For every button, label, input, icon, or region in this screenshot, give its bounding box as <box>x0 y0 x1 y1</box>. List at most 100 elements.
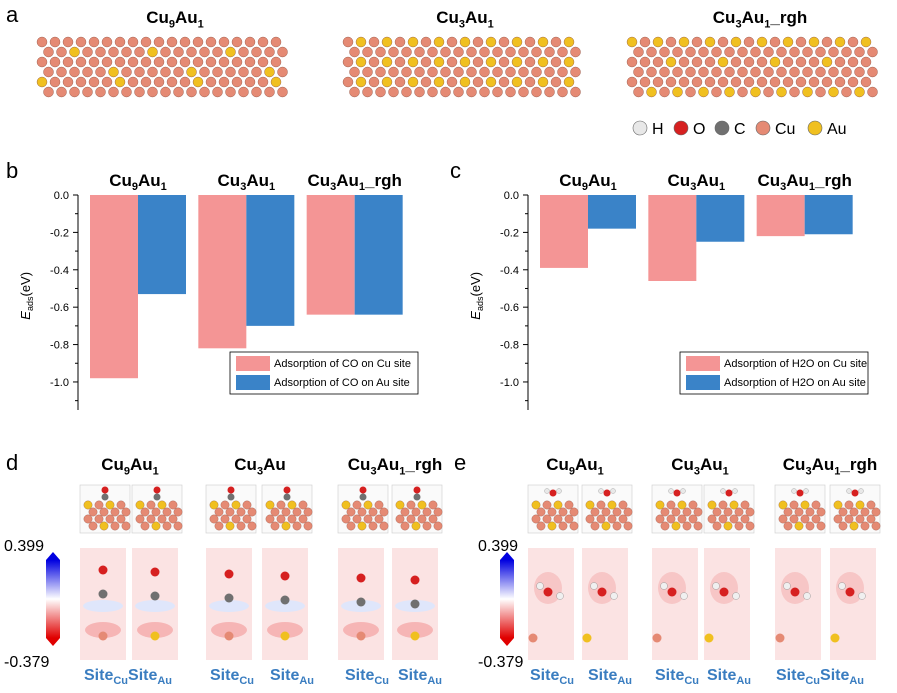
cu-atom <box>114 56 126 68</box>
cu-atom <box>43 66 54 78</box>
density-map <box>262 548 308 660</box>
panel-e-site-label-5: SiteCuSiteAu <box>776 667 865 688</box>
cu-atom <box>427 46 438 58</box>
legend-swatch <box>236 375 270 390</box>
au-atom <box>485 76 497 88</box>
cu-atom <box>847 36 859 48</box>
cu-atom <box>388 46 399 58</box>
cu-atom <box>349 86 360 98</box>
density-map <box>132 548 178 660</box>
mini-slab <box>581 484 633 534</box>
cu-atom <box>238 86 249 98</box>
cu-atom <box>685 86 696 98</box>
cu-atom <box>639 76 651 88</box>
mini-slab <box>131 484 183 534</box>
au-atom <box>860 36 872 48</box>
cu-atom <box>82 66 93 78</box>
cu-atom <box>795 36 807 48</box>
cu-atom <box>173 86 184 98</box>
cu-atom <box>737 86 748 98</box>
cu-atom <box>691 56 703 68</box>
cu-atom <box>466 66 477 78</box>
bar-2-0 <box>756 195 805 237</box>
cu-atom <box>414 46 425 58</box>
cu-atom <box>160 86 171 98</box>
bar-0-1 <box>588 195 636 229</box>
cu-atom <box>737 46 748 58</box>
bar-2-0 <box>306 195 355 315</box>
au-atom <box>433 76 445 88</box>
cu-atom <box>724 66 735 78</box>
au-atom <box>652 36 664 48</box>
cu-atom <box>789 46 800 58</box>
cu-atom <box>121 46 132 58</box>
cu-atom <box>691 36 703 48</box>
cu-atom <box>743 56 755 68</box>
cu-atom <box>342 36 354 48</box>
y-tick-label: -0.8 <box>50 340 69 352</box>
cu-atom <box>472 36 484 48</box>
atomic-structures <box>36 36 878 98</box>
category-title-0: Cu9Au1 <box>109 171 167 193</box>
cu-atom <box>114 36 126 48</box>
au-atom <box>626 36 638 48</box>
cu-atom <box>342 76 354 88</box>
panel-e-colorbar-min: -0.379 <box>478 654 524 671</box>
cu-atom <box>414 86 425 98</box>
cu-atom <box>342 56 354 68</box>
cu-atom <box>750 66 761 78</box>
au-atom <box>537 76 549 88</box>
cu-atom <box>505 86 516 98</box>
cu-atom <box>453 86 464 98</box>
cu-atom <box>95 46 106 58</box>
au-atom <box>511 56 523 68</box>
au-atom <box>270 76 282 88</box>
cu-atom <box>88 76 100 88</box>
au-atom <box>36 76 48 88</box>
cu-atom <box>75 56 87 68</box>
cu-atom <box>179 76 191 88</box>
mini-slab <box>703 484 755 534</box>
legend-swatch-o <box>673 120 689 136</box>
cu-atom <box>62 36 74 48</box>
panel-d-colorbar-max: 0.399 <box>4 538 45 555</box>
cu-atom <box>841 66 852 78</box>
au-atom <box>698 86 709 98</box>
y-tick-label: -0.6 <box>50 302 69 314</box>
cu-atom <box>62 56 74 68</box>
cu-atom <box>446 56 458 68</box>
atom-legend: H O C Cu Au <box>630 115 890 141</box>
mini-slab <box>774 484 826 534</box>
au-atom <box>511 36 523 48</box>
cu-atom <box>704 76 716 88</box>
cu-atom <box>101 76 113 88</box>
cu-atom <box>238 66 249 78</box>
cu-atom <box>349 46 360 58</box>
category-title-2: Cu3Au1_rgh <box>307 171 401 193</box>
cu-atom <box>427 66 438 78</box>
cu-atom <box>652 56 664 68</box>
au-atom <box>769 56 781 68</box>
cu-atom <box>394 76 406 88</box>
cu-atom <box>550 36 562 48</box>
cu-atom <box>665 76 677 88</box>
mini-slab <box>79 484 131 534</box>
au-atom <box>511 76 523 88</box>
cu-atom <box>717 76 729 88</box>
legend-swatch <box>686 356 720 371</box>
cu-atom <box>134 66 145 78</box>
cu-atom <box>472 56 484 68</box>
au-atom <box>459 56 471 68</box>
cu-atom <box>544 46 555 58</box>
panel-e-title-2: Cu3Au1 <box>671 455 729 478</box>
panel-b-label: b <box>6 158 19 183</box>
cu-atom <box>251 86 262 98</box>
cu-atom <box>505 66 516 78</box>
cu-atom <box>626 76 638 88</box>
mini-slab <box>527 484 579 534</box>
legend-entry: Adsorption of H2O on Au site <box>724 377 866 389</box>
cu-atom <box>388 66 399 78</box>
cu-atom <box>763 66 774 78</box>
panel-d-label: d <box>6 450 19 475</box>
cu-atom <box>479 86 490 98</box>
